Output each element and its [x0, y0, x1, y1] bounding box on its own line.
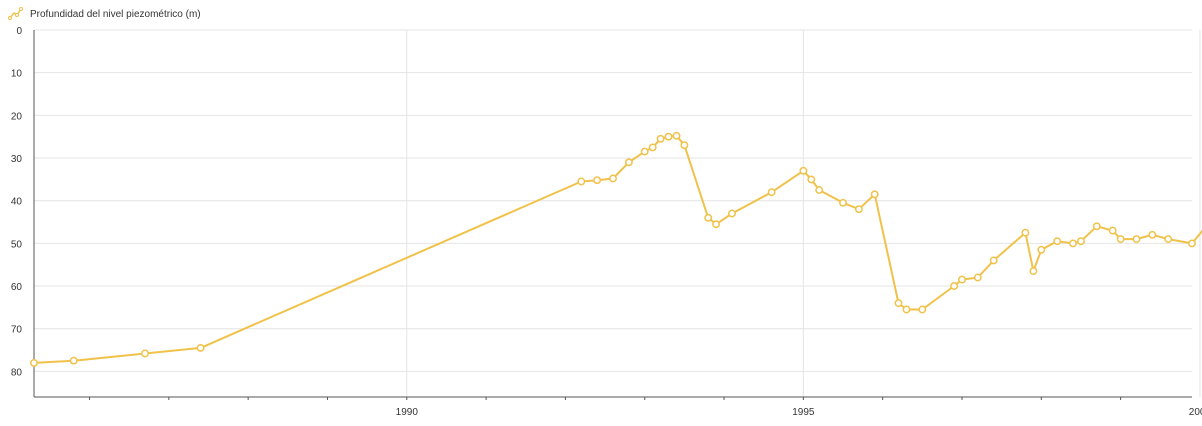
data-point[interactable]: [1069, 239, 1077, 248]
data-point[interactable]: [902, 305, 911, 314]
data-point[interactable]: [640, 147, 649, 156]
data-point[interactable]: [648, 143, 657, 152]
data-point[interactable]: [894, 299, 903, 308]
data-point[interactable]: [577, 177, 586, 186]
x-tick-label: 1990: [396, 407, 419, 418]
data-point[interactable]: [196, 343, 205, 352]
y-tick-label: 80: [11, 367, 23, 378]
data-point[interactable]: [1092, 222, 1101, 231]
data-point[interactable]: [1021, 228, 1030, 237]
y-tick-label: 40: [11, 197, 23, 208]
data-point[interactable]: [1029, 267, 1038, 276]
y-tick-label: 0: [16, 26, 22, 37]
data-point[interactable]: [1108, 226, 1117, 235]
grid: [34, 29, 1201, 397]
series-layer: [30, 131, 1202, 367]
data-point[interactable]: [624, 158, 633, 167]
data-point[interactable]: [1116, 235, 1125, 244]
data-point[interactable]: [609, 174, 617, 183]
data-point[interactable]: [704, 213, 713, 222]
data-point[interactable]: [839, 198, 847, 207]
series-line: [33, 134, 1202, 364]
data-point[interactable]: [958, 275, 966, 284]
data-point[interactable]: [672, 131, 681, 140]
y-tick-label: 70: [11, 325, 23, 336]
data-point[interactable]: [870, 190, 879, 199]
y-tick-label: 10: [11, 69, 23, 80]
data-point[interactable]: [1132, 235, 1141, 244]
data-point[interactable]: [799, 166, 808, 175]
x-tick-label: 1995: [792, 407, 815, 418]
data-point[interactable]: [1037, 245, 1046, 254]
data-point[interactable]: [30, 358, 38, 367]
data-point[interactable]: [1188, 239, 1196, 248]
line-series-icon: [8, 7, 23, 20]
y-tick-label: 60: [11, 282, 23, 293]
axes: 0102030405060708019901995200020052010201…: [11, 26, 1202, 418]
data-point[interactable]: [1053, 237, 1062, 246]
data-point[interactable]: [664, 132, 673, 141]
data-point[interactable]: [141, 349, 149, 358]
data-point[interactable]: [815, 186, 824, 194]
data-point[interactable]: [593, 176, 602, 185]
data-point[interactable]: [1164, 235, 1173, 244]
data-point[interactable]: [1148, 230, 1157, 239]
data-point[interactable]: [973, 273, 982, 282]
data-point[interactable]: [680, 141, 689, 150]
data-point[interactable]: [767, 188, 776, 197]
data-point[interactable]: [950, 282, 959, 290]
y-tick-label: 30: [11, 154, 23, 165]
data-point[interactable]: [1077, 237, 1085, 246]
data-point[interactable]: [807, 175, 816, 184]
data-point[interactable]: [69, 356, 78, 365]
legend[interactable]: Profundidad del nivel piezométrico (m): [8, 7, 201, 21]
data-point[interactable]: [854, 205, 863, 214]
data-point[interactable]: [656, 134, 665, 143]
data-point[interactable]: [712, 220, 721, 229]
data-point[interactable]: [728, 209, 736, 218]
legend-label: Profundidad del nivel piezométrico (m): [30, 9, 201, 20]
x-tick-label: 2000: [1189, 407, 1202, 418]
data-point[interactable]: [989, 256, 998, 265]
data-point[interactable]: [918, 305, 927, 314]
y-tick-label: 50: [11, 239, 23, 250]
y-tick-label: 20: [11, 111, 23, 122]
